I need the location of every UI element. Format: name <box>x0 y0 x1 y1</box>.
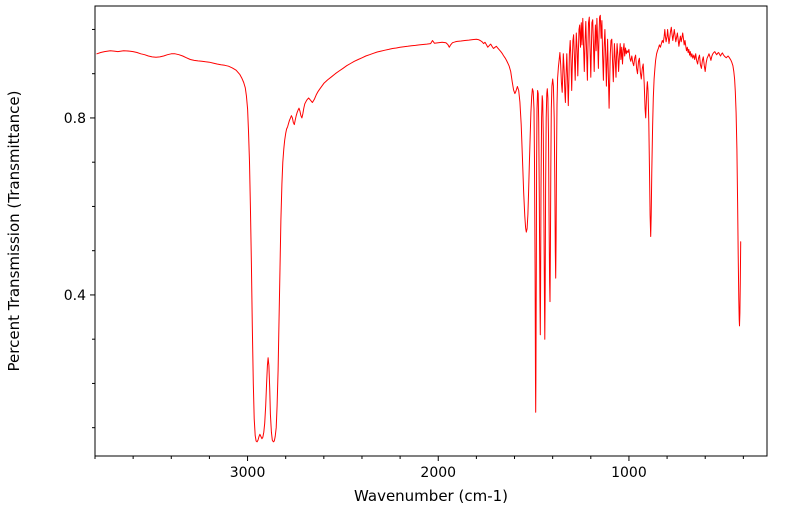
x-axis-label: Wavenumber (cm-1) <box>354 487 508 505</box>
y-axis-label: Percent Transmission (Transmittance) <box>5 91 23 372</box>
x-tick-labels: 3000 2000 1000 <box>230 465 647 481</box>
x-major-ticks <box>247 456 630 461</box>
tick-label: 3000 <box>230 465 266 481</box>
tick-label: 1000 <box>611 465 647 481</box>
axes-frame <box>94 5 768 457</box>
tick-label: 0.4 <box>64 288 86 304</box>
tick-label: 2000 <box>420 465 456 481</box>
y-tick-labels: 0.8 0.4 <box>64 111 86 304</box>
tick-label: 0.8 <box>64 111 86 127</box>
y-major-ticks <box>90 117 95 296</box>
plot-area <box>95 6 767 456</box>
spectrum-line <box>96 14 742 443</box>
